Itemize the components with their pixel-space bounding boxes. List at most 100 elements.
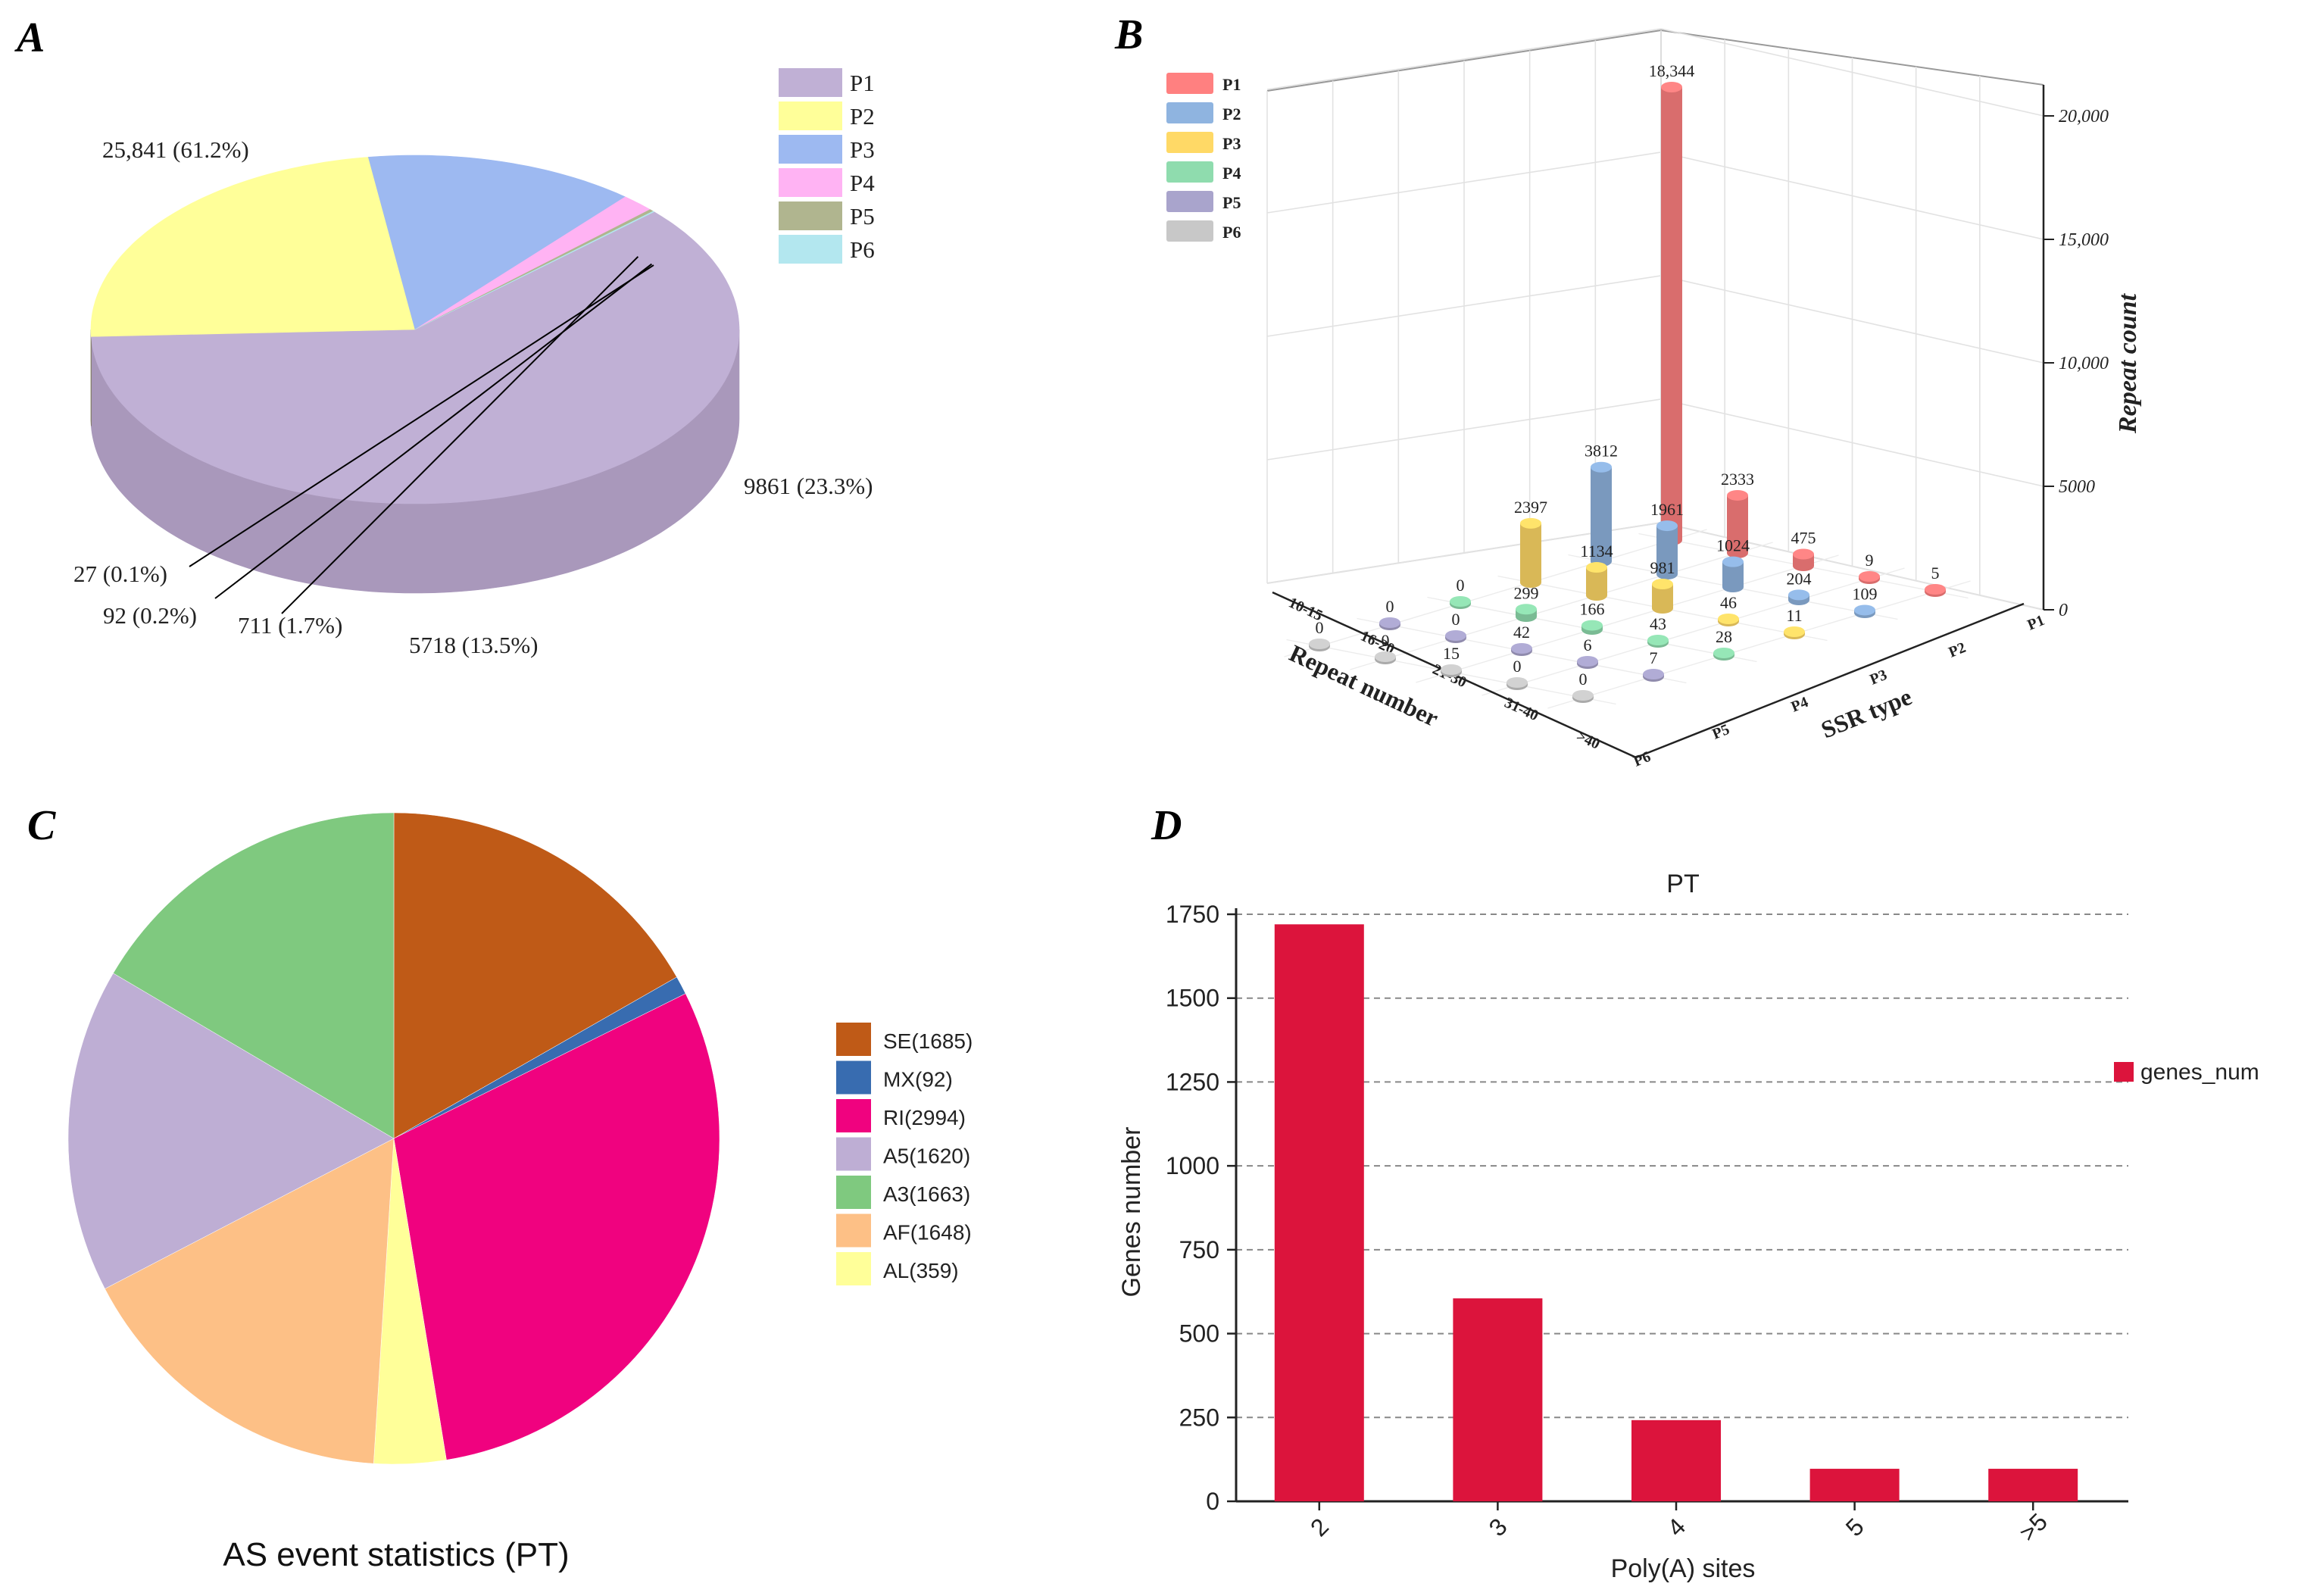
- bar3d-value-label: 0: [1386, 597, 1394, 616]
- legend-swatch-al: [836, 1252, 871, 1285]
- floor-gridline: [1416, 555, 1839, 682]
- bar3d-p6-bin5: [1572, 690, 1594, 703]
- legend-label-af: AF(1648): [883, 1221, 972, 1245]
- bar3d-cap: [1511, 643, 1532, 654]
- x-tick-label: 3: [1484, 1513, 1513, 1541]
- bar3d-body: [1661, 87, 1682, 545]
- bar3d-cap: [1577, 656, 1598, 667]
- bar3d-value-label: 0: [1457, 576, 1465, 595]
- pie3d-value-label-p5: 92 (0.2%): [103, 602, 197, 629]
- bar-4: [1631, 1420, 1721, 1501]
- bar3d-body: [1520, 523, 1541, 588]
- legend-label-p2: P2: [850, 103, 875, 130]
- ssr-type-tick-label: P2: [1947, 639, 1969, 661]
- chart-title: PT: [1666, 870, 1699, 898]
- pie3d-value-label-p6: 27 (0.1%): [73, 561, 167, 587]
- bar3d-cap: [1450, 596, 1471, 607]
- bar3d-p5-bin3: [1511, 643, 1532, 656]
- bar3d-cap: [1793, 549, 1814, 560]
- panel-label-d: D: [1151, 802, 1182, 849]
- bar3d-cap: [1309, 639, 1330, 649]
- z-tick-label: 0: [2059, 601, 2068, 620]
- legend-label-p4: P4: [850, 170, 875, 196]
- bar3d-cap: [1718, 614, 1739, 624]
- legend-swatch-p1: [779, 68, 842, 97]
- bar3d-p6-bin3: [1441, 664, 1462, 677]
- bar3d-cap: [1652, 579, 1673, 589]
- bar-gt5: [1988, 1469, 2078, 1501]
- bar3d-value-label: 0: [1513, 657, 1522, 676]
- panel-label-a: A: [14, 14, 45, 61]
- figure-canvas: A B C D 25,841 (61.2%)9861 (23.3%)5718 (…: [0, 0, 2323, 1596]
- bar3d-cap: [1375, 651, 1396, 662]
- bar3d-cap: [1854, 604, 1875, 615]
- pie3d-value-label-p3: 5718 (13.5%): [409, 632, 538, 658]
- y-tick-label: 1250: [1166, 1068, 1219, 1095]
- bar3d-cap: [1586, 562, 1607, 573]
- bar3d-cap: [1441, 664, 1462, 675]
- y-tick-label: 1000: [1166, 1152, 1219, 1179]
- pie3d-value-label-p1: 25,841 (61.2%): [102, 136, 249, 163]
- bar3d-cap: [1516, 604, 1537, 614]
- bar3d-value-label: 1024: [1716, 536, 1750, 555]
- x-tick-label: >5: [2014, 1508, 2053, 1547]
- legend-swatch-p5: [1166, 191, 1213, 212]
- bar3d-value-label: 2397: [1514, 498, 1547, 517]
- x-tick-label: 2: [1305, 1513, 1334, 1541]
- bar3d-p1-bin4: [1859, 571, 1880, 584]
- bar3d-p2-bin5: [1854, 604, 1875, 618]
- pie-title: AS event statistics (PT): [223, 1536, 569, 1573]
- bar3d-value-label: 18,344: [1649, 61, 1695, 80]
- bar3d-value-label: 28: [1716, 627, 1732, 646]
- pie3d-slice-p2: [91, 157, 415, 336]
- legend-swatch-se: [836, 1023, 871, 1056]
- bar3d-value-label: 6: [1584, 636, 1592, 654]
- bar-5: [1810, 1469, 1900, 1501]
- legend-swatch-p6: [1166, 220, 1213, 242]
- bar3d-cap: [1788, 589, 1809, 600]
- z-tick-label: 15,000: [2059, 230, 2109, 250]
- bar3d-value-label: 1961: [1650, 500, 1684, 519]
- bar3d-cap: [1784, 626, 1805, 637]
- bar3d-p5-bin5: [1643, 669, 1664, 682]
- y-tick-label: 750: [1179, 1236, 1219, 1263]
- legend-label-genes-num: genes_num: [2140, 1060, 2259, 1085]
- bar3d-p3-bin2: [1586, 562, 1607, 601]
- legend-label-p1: P1: [850, 70, 875, 96]
- legend-label-p5: P5: [1222, 193, 1241, 212]
- bar3d-cap: [1859, 571, 1880, 582]
- bar3d-p4-bin3: [1581, 620, 1603, 635]
- legend-label-p5: P5: [850, 203, 875, 230]
- bar-2: [1275, 924, 1364, 1501]
- bar3d-cap: [1581, 620, 1603, 631]
- bar3d-value-label: 204: [1787, 569, 1812, 588]
- legend-swatch-p2: [779, 102, 842, 130]
- bar3d-p3-bin1: [1520, 518, 1541, 588]
- bar3d-cap: [1379, 617, 1400, 628]
- bar3d-p1-bin5: [1925, 584, 1946, 597]
- bar3d-value-label: 0: [1316, 618, 1324, 637]
- bar3d-p4-bin2: [1516, 604, 1537, 622]
- bar3d-cap: [1507, 677, 1528, 688]
- bar3d-value-label: 109: [1853, 584, 1878, 603]
- bar3d-value-label: 43: [1650, 614, 1666, 633]
- legend-swatch-p4: [779, 168, 842, 197]
- bar3d-p3-bin3: [1652, 579, 1673, 614]
- repeat-bin-tick-label: 31-40: [1502, 695, 1541, 725]
- legend-label-se: SE(1685): [883, 1029, 973, 1053]
- panel-d-bar: 025050075010001250150017502 3 4 5 >5PTPoly(A…: [1117, 870, 2259, 1583]
- z-tick-label: 10,000: [2059, 354, 2109, 373]
- y-tick-label: 500: [1179, 1320, 1219, 1348]
- bar3d-p4-bin4: [1647, 635, 1669, 648]
- legend-label-p6: P6: [850, 236, 875, 263]
- legend-swatch-ri: [836, 1099, 871, 1132]
- bar3d-cap: [1572, 690, 1594, 701]
- bar3d-value-label: 11: [1786, 606, 1802, 625]
- bar3d-cap: [1925, 584, 1946, 595]
- z-tick-label: 20,000: [2059, 107, 2109, 126]
- bar3d-value-label: 299: [1514, 583, 1539, 602]
- ssr-type-tick-label: P3: [1868, 667, 1890, 689]
- bar-3: [1453, 1298, 1542, 1501]
- wall-gridline-h: [1267, 276, 2044, 363]
